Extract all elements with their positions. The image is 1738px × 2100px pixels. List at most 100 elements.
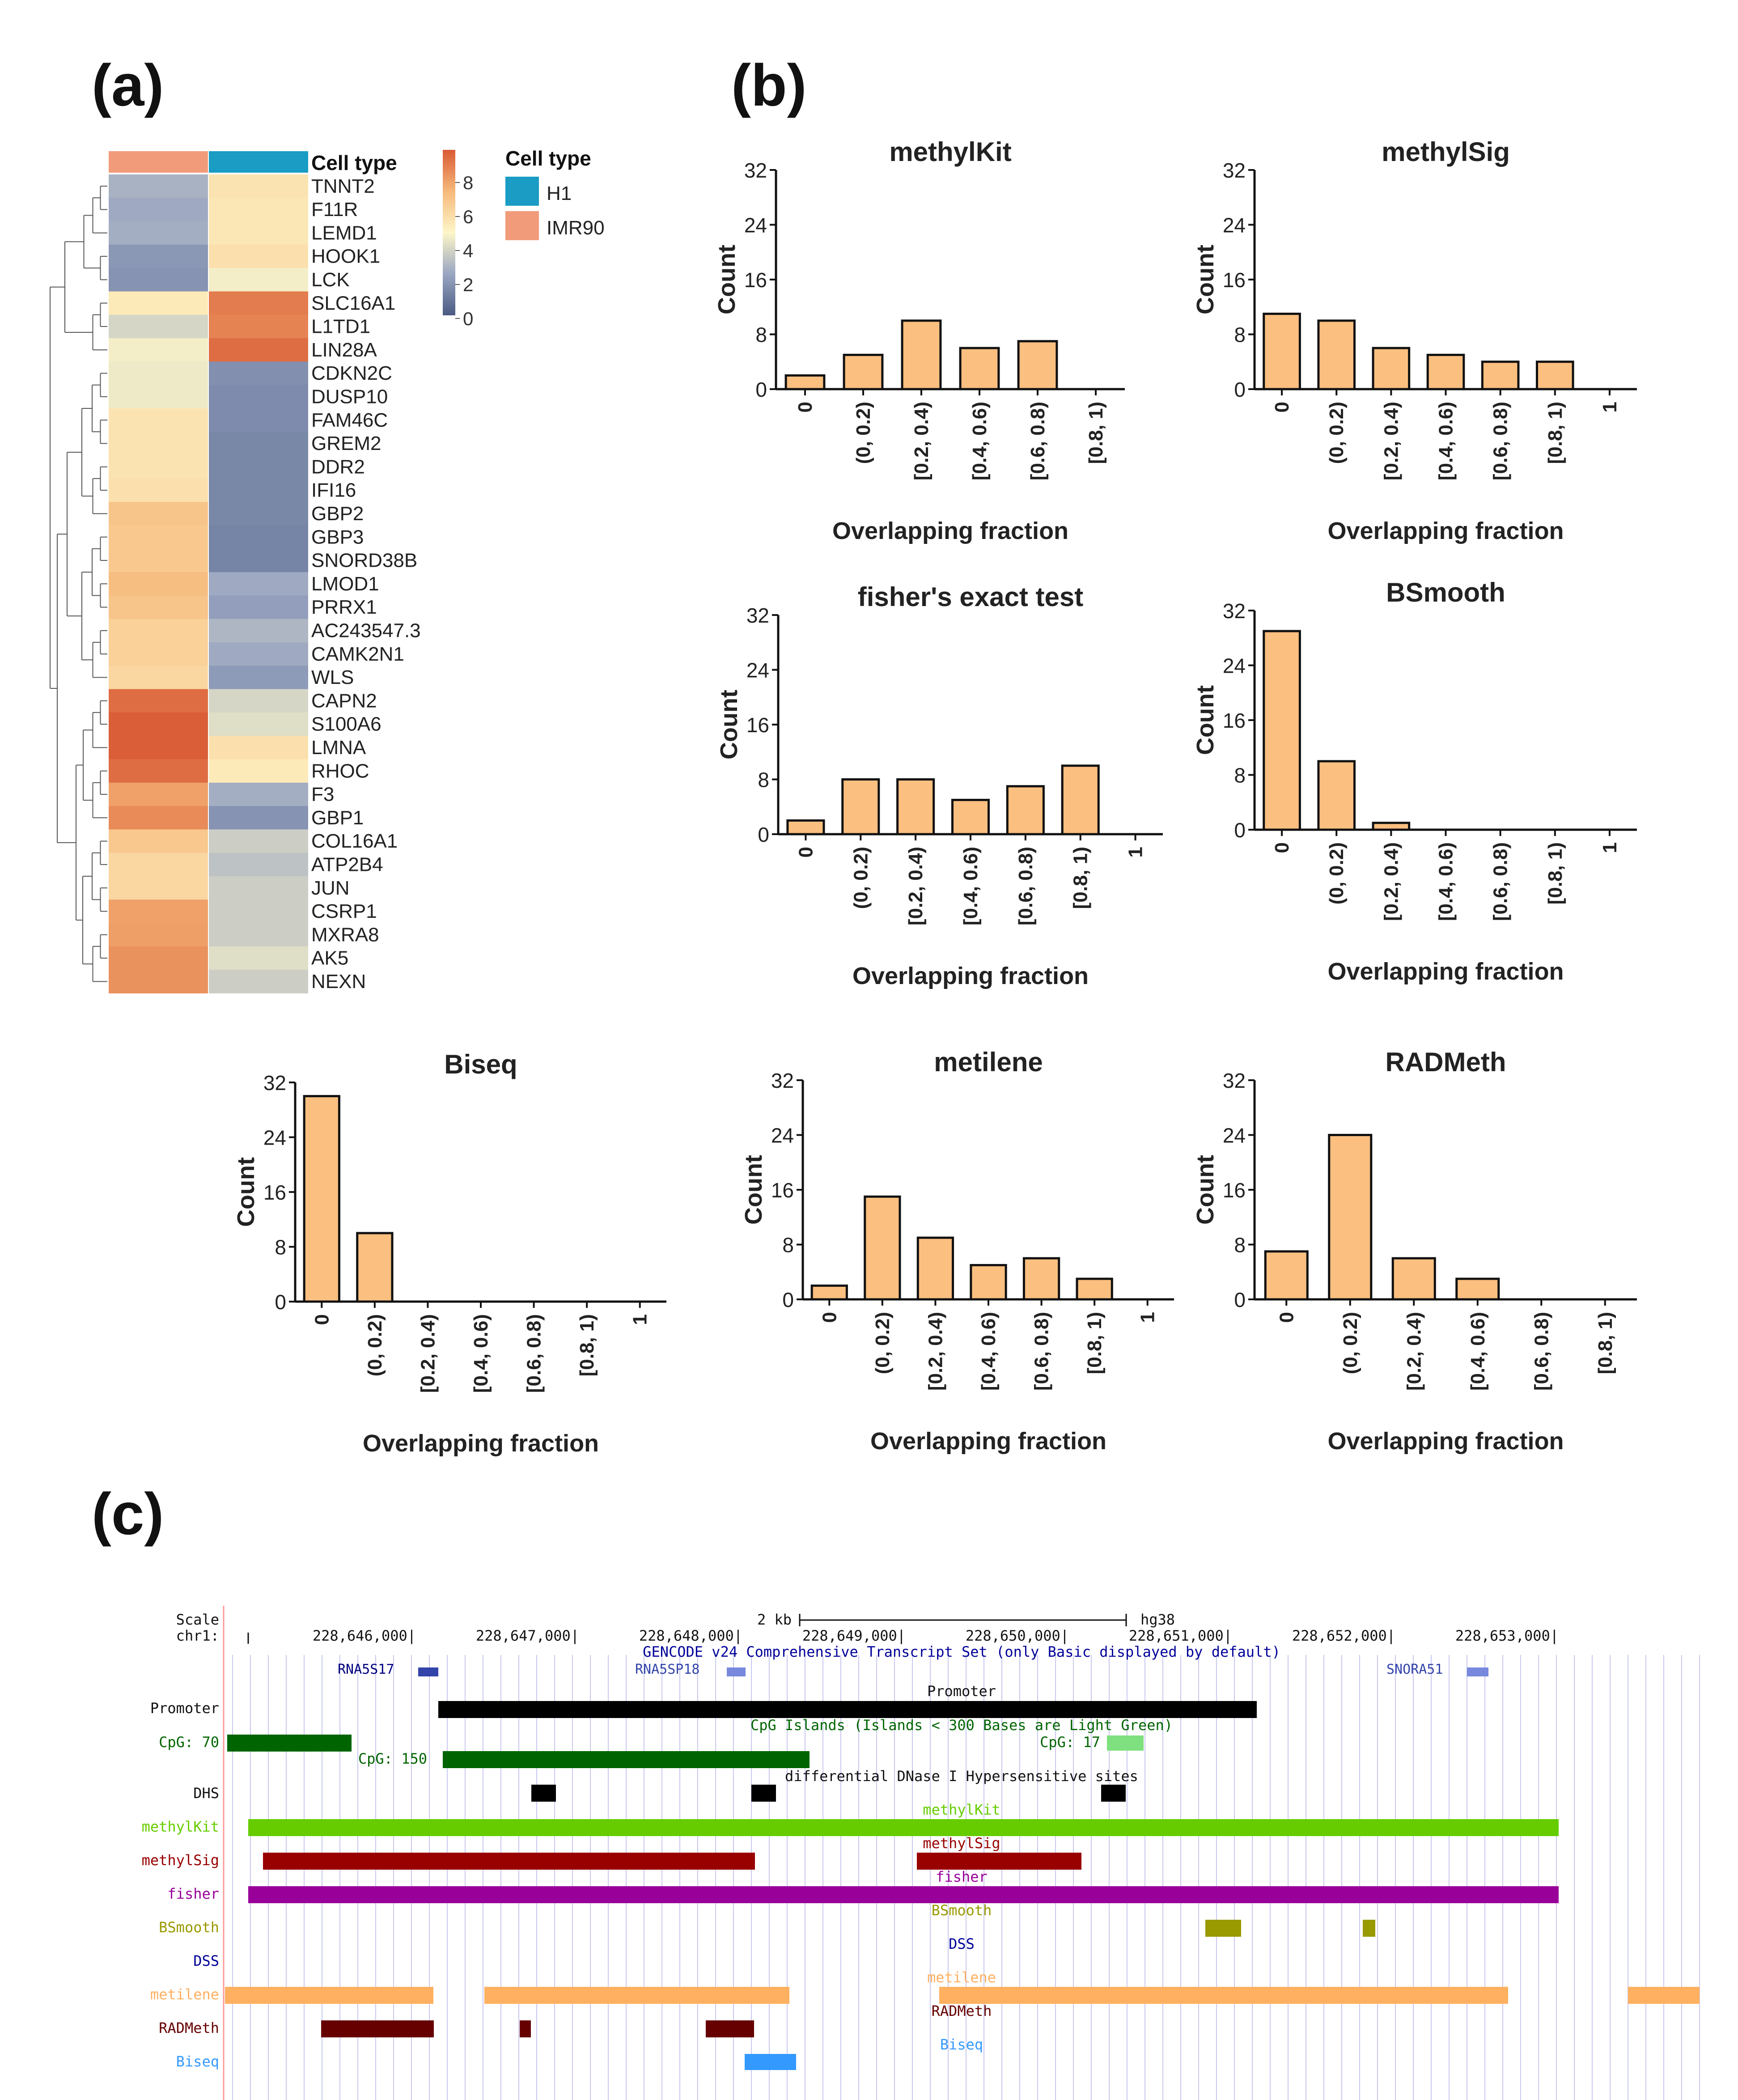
bar[interactable] — [1022, 1257, 1060, 1301]
track-title-dhs: differential DNase I Hypersensitive site… — [785, 1768, 1138, 1785]
bsmooth-feature-2[interactable] — [1363, 1920, 1375, 1937]
heatmap-cell — [109, 689, 208, 713]
bar[interactable] — [356, 1232, 394, 1303]
track-label-dss[interactable]: DSS — [193, 1952, 219, 1969]
x-tick-label: 0 — [1271, 402, 1293, 412]
bar[interactable] — [970, 1264, 1007, 1301]
x-tick-label: [0.6, 0.8) — [1015, 847, 1037, 925]
biseq-feature[interactable] — [745, 2054, 796, 2070]
bar[interactable] — [1006, 785, 1045, 836]
metilene-feature-2[interactable] — [484, 1987, 789, 2004]
cpg-island-70[interactable] — [227, 1735, 352, 1752]
x-tick-label: [0.4, 0.6) — [1435, 402, 1457, 480]
bar[interactable] — [1535, 361, 1574, 390]
bar[interactable] — [1263, 630, 1301, 831]
track-label-biseq[interactable]: Biseq — [176, 2053, 219, 2070]
bar[interactable] — [1481, 361, 1520, 390]
gene-snora51[interactable]: SNORA51 — [1386, 1662, 1443, 1677]
y-axis-label: Count — [233, 1157, 259, 1227]
bar[interactable] — [1328, 1134, 1373, 1301]
bar[interactable] — [843, 353, 884, 390]
bar-chart: BSmooth 0 8 16 24 32 Count 0 (0, 0.2) [0.2, 0.4) [… — [1192, 577, 1637, 985]
track-label-promoter[interactable]: Promoter — [150, 1700, 219, 1717]
heatmap-cell — [109, 759, 208, 783]
methylsig-feature-2[interactable] — [917, 1853, 1081, 1870]
heatmap-gene-label: JUN — [311, 877, 350, 899]
bar[interactable] — [916, 1236, 954, 1301]
legend-swatch-imr90 — [505, 211, 539, 240]
metilene-feature-4[interactable] — [1628, 1987, 1700, 2004]
cpg-island-17[interactable] — [1107, 1735, 1144, 1751]
bar[interactable] — [1076, 1277, 1113, 1301]
bar[interactable] — [951, 798, 990, 836]
methylkit-feature[interactable] — [248, 1819, 1559, 1836]
track-label-methylkit[interactable]: methylKit — [142, 1818, 219, 1835]
promoter-feature[interactable] — [438, 1701, 1257, 1718]
gene-rna5sp18-feature[interactable] — [727, 1667, 746, 1676]
methylsig-feature-1[interactable] — [263, 1853, 755, 1870]
bsmooth-feature-1[interactable] — [1205, 1920, 1241, 1937]
bar[interactable] — [901, 319, 942, 390]
bar[interactable] — [1061, 764, 1100, 836]
bar[interactable] — [303, 1095, 340, 1303]
x-tick-label: 0 — [1276, 1312, 1297, 1323]
bar[interactable] — [1317, 319, 1356, 390]
heatmap-gene-label: GBP1 — [311, 807, 364, 829]
metilene-feature-1[interactable] — [225, 1987, 433, 2004]
gene-rna5s17-feature[interactable] — [418, 1667, 438, 1676]
bar[interactable] — [1264, 1250, 1309, 1301]
metilene-feature-3[interactable] — [939, 1987, 1508, 2004]
heatmap-cell — [209, 736, 308, 759]
bar[interactable] — [1017, 340, 1058, 390]
bar[interactable] — [1391, 1257, 1436, 1301]
heatmap-gene-label: CAMK2N1 — [311, 643, 404, 665]
y-tick-label: 16 — [1223, 709, 1246, 732]
bar[interactable] — [1455, 1277, 1500, 1301]
track-label-metilene[interactable]: metilene — [150, 1986, 219, 2003]
y-axis-label: Count — [1192, 685, 1219, 755]
y-tick-label: 32 — [771, 1069, 794, 1092]
dhs-feature-1[interactable] — [531, 1785, 556, 1802]
bar[interactable] — [864, 1195, 901, 1301]
x-tick-label: (0, 0.2) — [1326, 842, 1348, 904]
gene-rna5s17[interactable]: RNA5S17 — [338, 1662, 394, 1677]
heatmap-cell — [209, 548, 308, 573]
bar[interactable] — [810, 1284, 848, 1301]
heatmap-cell — [109, 291, 208, 315]
x-tick-label: [0.6, 0.8) — [1530, 1312, 1552, 1391]
dhs-feature-3[interactable] — [1101, 1785, 1126, 1802]
bar[interactable] — [784, 374, 826, 390]
y-tick-label: 16 — [744, 268, 767, 292]
bar[interactable] — [1426, 353, 1465, 390]
heatmap-gene-label: LIN28A — [311, 339, 377, 361]
track-label-dhs[interactable]: DHS — [193, 1785, 219, 1802]
radmeth-feature-1[interactable] — [321, 2020, 434, 2037]
track-label-bsmooth[interactable]: BSmooth — [159, 1919, 219, 1936]
bar[interactable] — [959, 347, 1000, 390]
bar[interactable] — [896, 778, 935, 836]
track-label-fisher[interactable]: fisher — [167, 1885, 219, 1902]
bar[interactable] — [1317, 760, 1356, 831]
x-tick-label: [0.8, 1) — [576, 1314, 598, 1376]
heatmap-gene-label: LMOD1 — [311, 573, 379, 595]
gene-rna5sp18[interactable]: RNA5SP18 — [635, 1662, 700, 1677]
gene-snora51-feature[interactable] — [1467, 1667, 1488, 1676]
fisher-feature[interactable] — [248, 1886, 1559, 1903]
radmeth-feature-2[interactable] — [520, 2020, 531, 2037]
bar[interactable] — [786, 819, 825, 836]
bar[interactable] — [841, 778, 880, 836]
radmeth-feature-3[interactable] — [706, 2020, 754, 2037]
heatmap-cell — [209, 829, 308, 853]
track-label-methylsig[interactable]: methylSig — [142, 1852, 219, 1869]
bar[interactable] — [1372, 347, 1411, 390]
dhs-feature-2[interactable] — [751, 1785, 776, 1802]
heatmap-cell — [209, 268, 308, 292]
track-label-radmeth[interactable]: RADMeth — [159, 2019, 219, 2036]
x-tick-label: (0, 0.2) — [1340, 1312, 1361, 1374]
track-label-cpg[interactable]: CpG: 70 — [159, 1734, 219, 1751]
colorbar-tick-label: 6 — [463, 206, 473, 227]
bar[interactable] — [1372, 822, 1411, 831]
track-title-fisher: fisher — [936, 1868, 988, 1885]
cpg-island-150[interactable] — [443, 1751, 810, 1768]
bar[interactable] — [1263, 313, 1301, 390]
